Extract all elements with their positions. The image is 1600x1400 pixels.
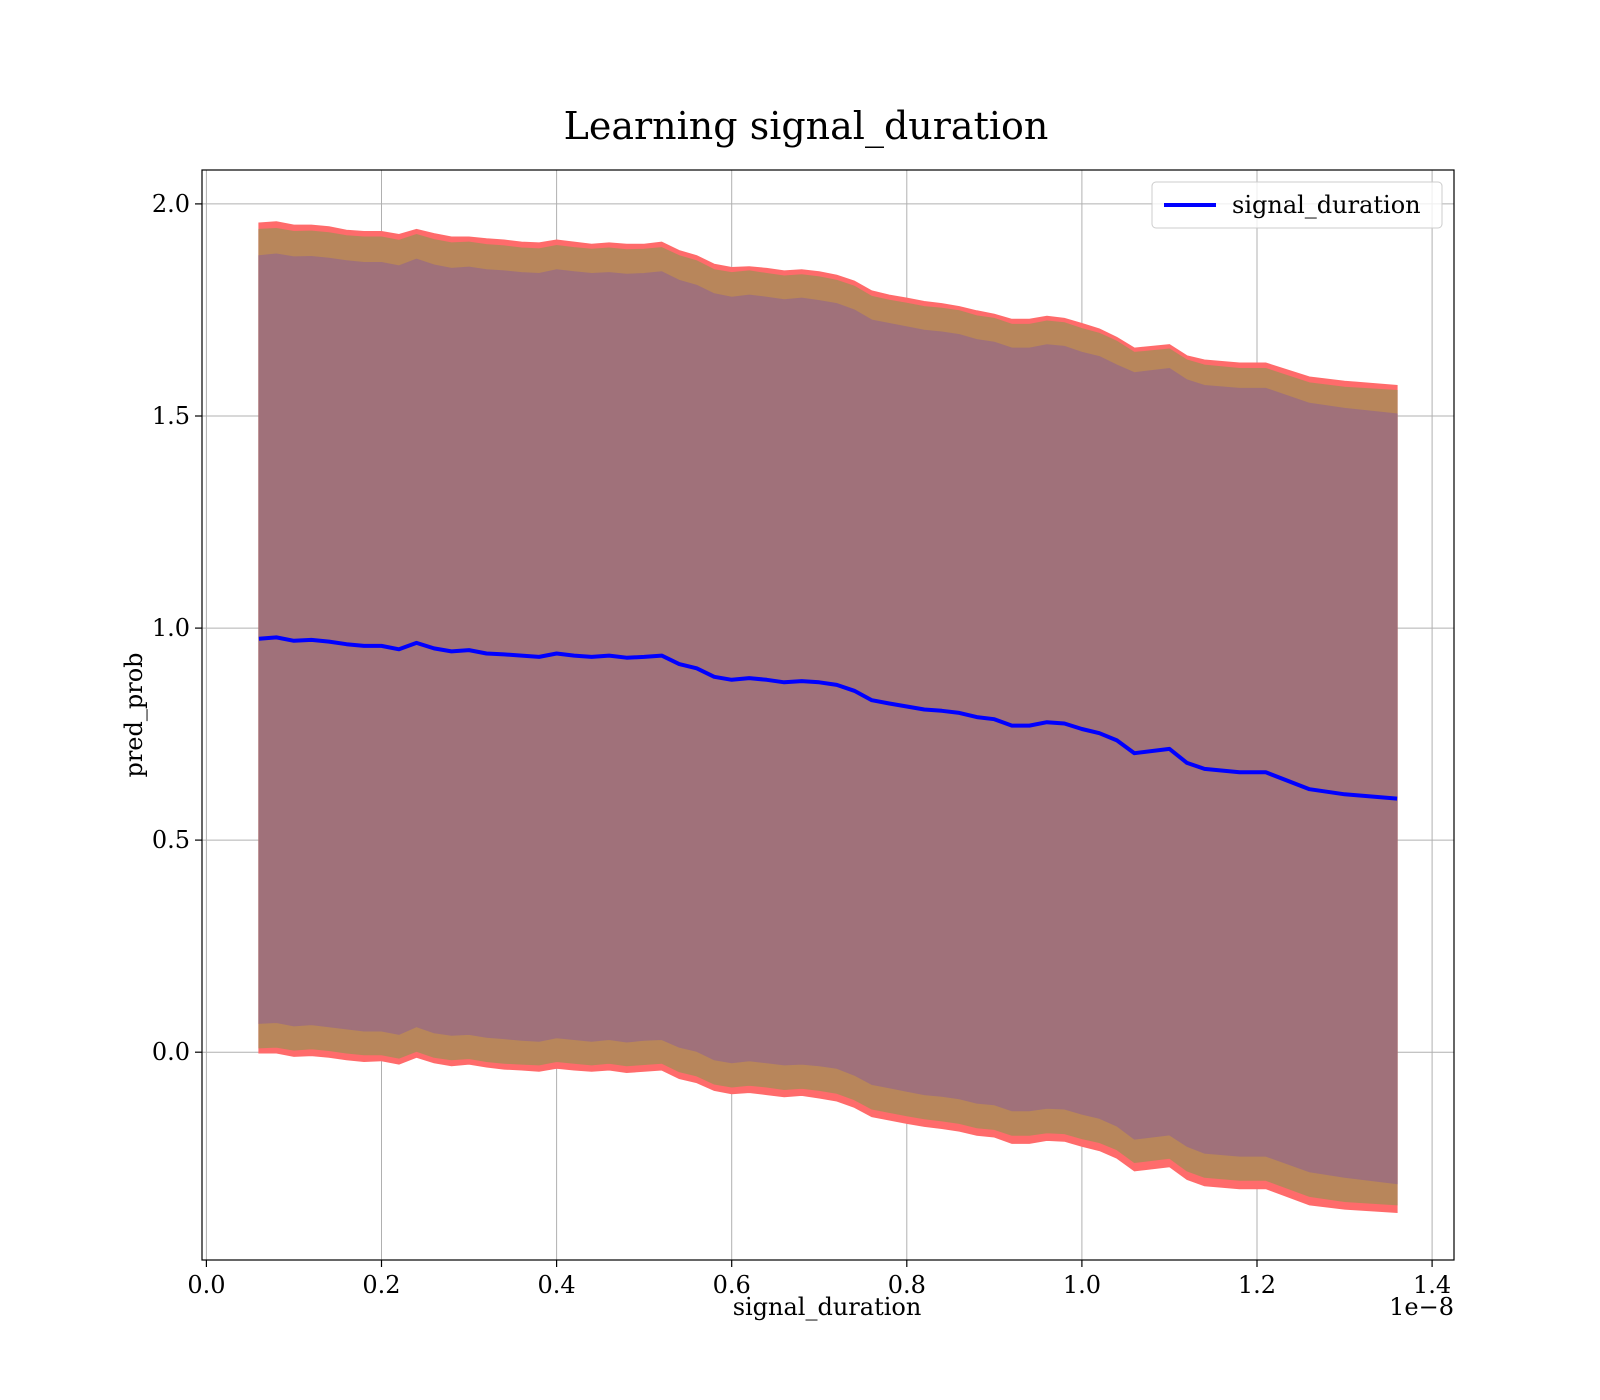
y-tick-label: 2.0	[152, 190, 190, 218]
plot-area-frame	[201, 169, 1455, 1261]
x-tick-label: 0.0	[187, 1271, 225, 1299]
y-tick-label: 0.0	[152, 1038, 190, 1066]
confidence-bands	[258, 221, 1398, 1214]
legend: signal_duration	[1151, 181, 1443, 229]
y-tick-label: 1.0	[152, 614, 190, 642]
chart-title: Learning signal_duration	[564, 104, 1049, 149]
x-axis-ticks: 0.0 0.2 0.4 0.6 0.8 1.0 1.2 1.4	[187, 1260, 1451, 1299]
x-tick-label: 0.8	[888, 1271, 926, 1299]
x-axis-offset-text: 1e−8	[1389, 1293, 1454, 1321]
x-tick-label: 1.0	[1063, 1271, 1101, 1299]
y-tick-label: 1.5	[152, 402, 190, 430]
x-tick-label: 0.6	[713, 1271, 751, 1299]
y-axis-label: pred_prob	[120, 652, 148, 777]
band-inner	[258, 253, 1398, 1185]
y-tick-label: 0.5	[152, 826, 190, 854]
series-lines	[258, 635, 1398, 801]
x-tick-label: 0.2	[362, 1271, 400, 1299]
x-tick-label: 1.2	[1238, 1271, 1276, 1299]
x-axis-label: signal_duration	[733, 1293, 922, 1321]
x-tick-label: 1.4	[1413, 1271, 1451, 1299]
series-line-signal_duration	[258, 635, 1398, 801]
y-axis-ticks: 0.0 0.5 1.0 1.5 2.0	[152, 190, 202, 1066]
x-tick-label: 0.4	[538, 1271, 576, 1299]
legend-label: signal_duration	[1232, 191, 1421, 219]
legend-box	[1151, 181, 1443, 229]
